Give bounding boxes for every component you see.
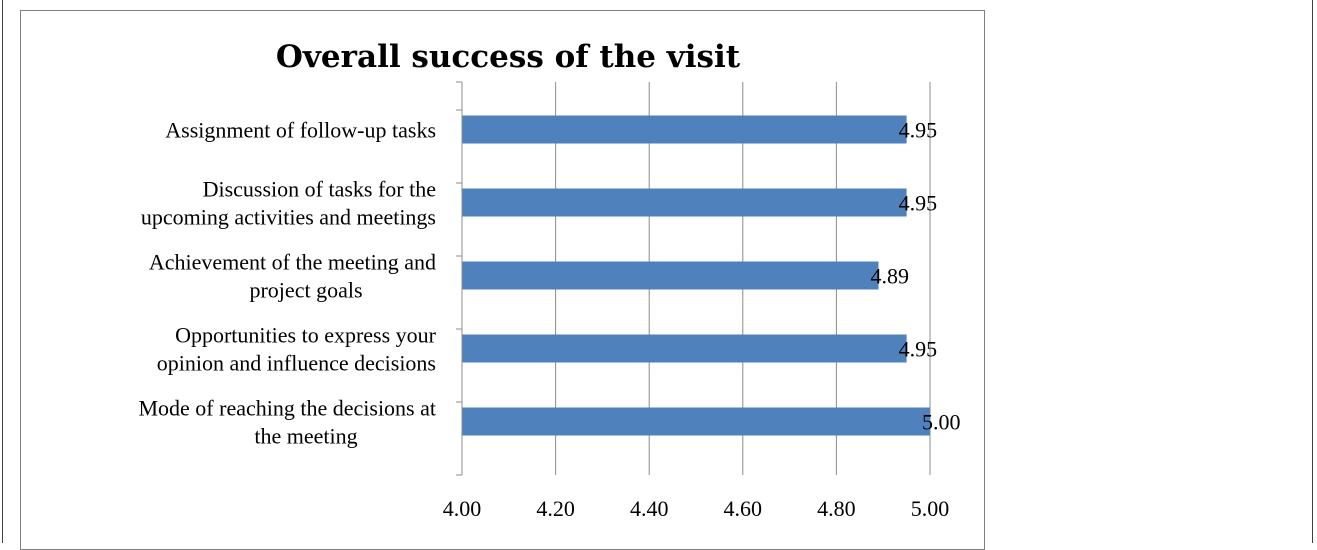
data-label: 4.89: [871, 264, 910, 289]
bar: [462, 261, 879, 290]
data-label: 4.95: [899, 337, 938, 362]
bar: [462, 115, 907, 144]
axes: [456, 81, 463, 476]
category-label: Achievement of the meeting and: [149, 250, 436, 275]
chart-title: Overall success of the visit: [276, 39, 741, 75]
category-labels: Assignment of follow-up tasks Discussion …: [138, 118, 436, 449]
x-tick-label: 4.60: [724, 496, 763, 521]
category-label: opinion and influence decisions: [157, 351, 436, 376]
category-label: Opportunities to express your: [175, 323, 437, 348]
category-label: the meeting: [254, 424, 357, 449]
x-tick-label: 4.20: [536, 496, 575, 521]
bar: [462, 407, 930, 436]
data-label: 5.00: [922, 410, 961, 435]
category-label: project goals: [249, 278, 362, 303]
x-tick-labels: 4.00 4.20 4.40 4.60 4.80 5.00: [443, 496, 950, 521]
bar: [462, 188, 907, 217]
page-border-right: [1312, 0, 1313, 543]
bars: [462, 115, 930, 436]
category-label: upcoming activities and meetings: [141, 205, 436, 230]
category-label: Mode of reaching the decisions at: [138, 396, 436, 421]
data-labels: 4.95 4.95 4.89 4.95 5.00: [871, 118, 961, 435]
category-label: Assignment of follow-up tasks: [165, 118, 436, 143]
category-label: Discussion of tasks for the: [203, 177, 436, 202]
page-border-left: [2, 0, 3, 543]
x-tick-label: 4.00: [443, 496, 482, 521]
x-tick-label: 5.00: [911, 496, 950, 521]
data-label: 4.95: [899, 118, 938, 143]
x-tick-label: 4.80: [817, 496, 856, 521]
x-tick-label: 4.40: [630, 496, 669, 521]
bar: [462, 334, 907, 363]
data-label: 4.95: [899, 191, 938, 216]
